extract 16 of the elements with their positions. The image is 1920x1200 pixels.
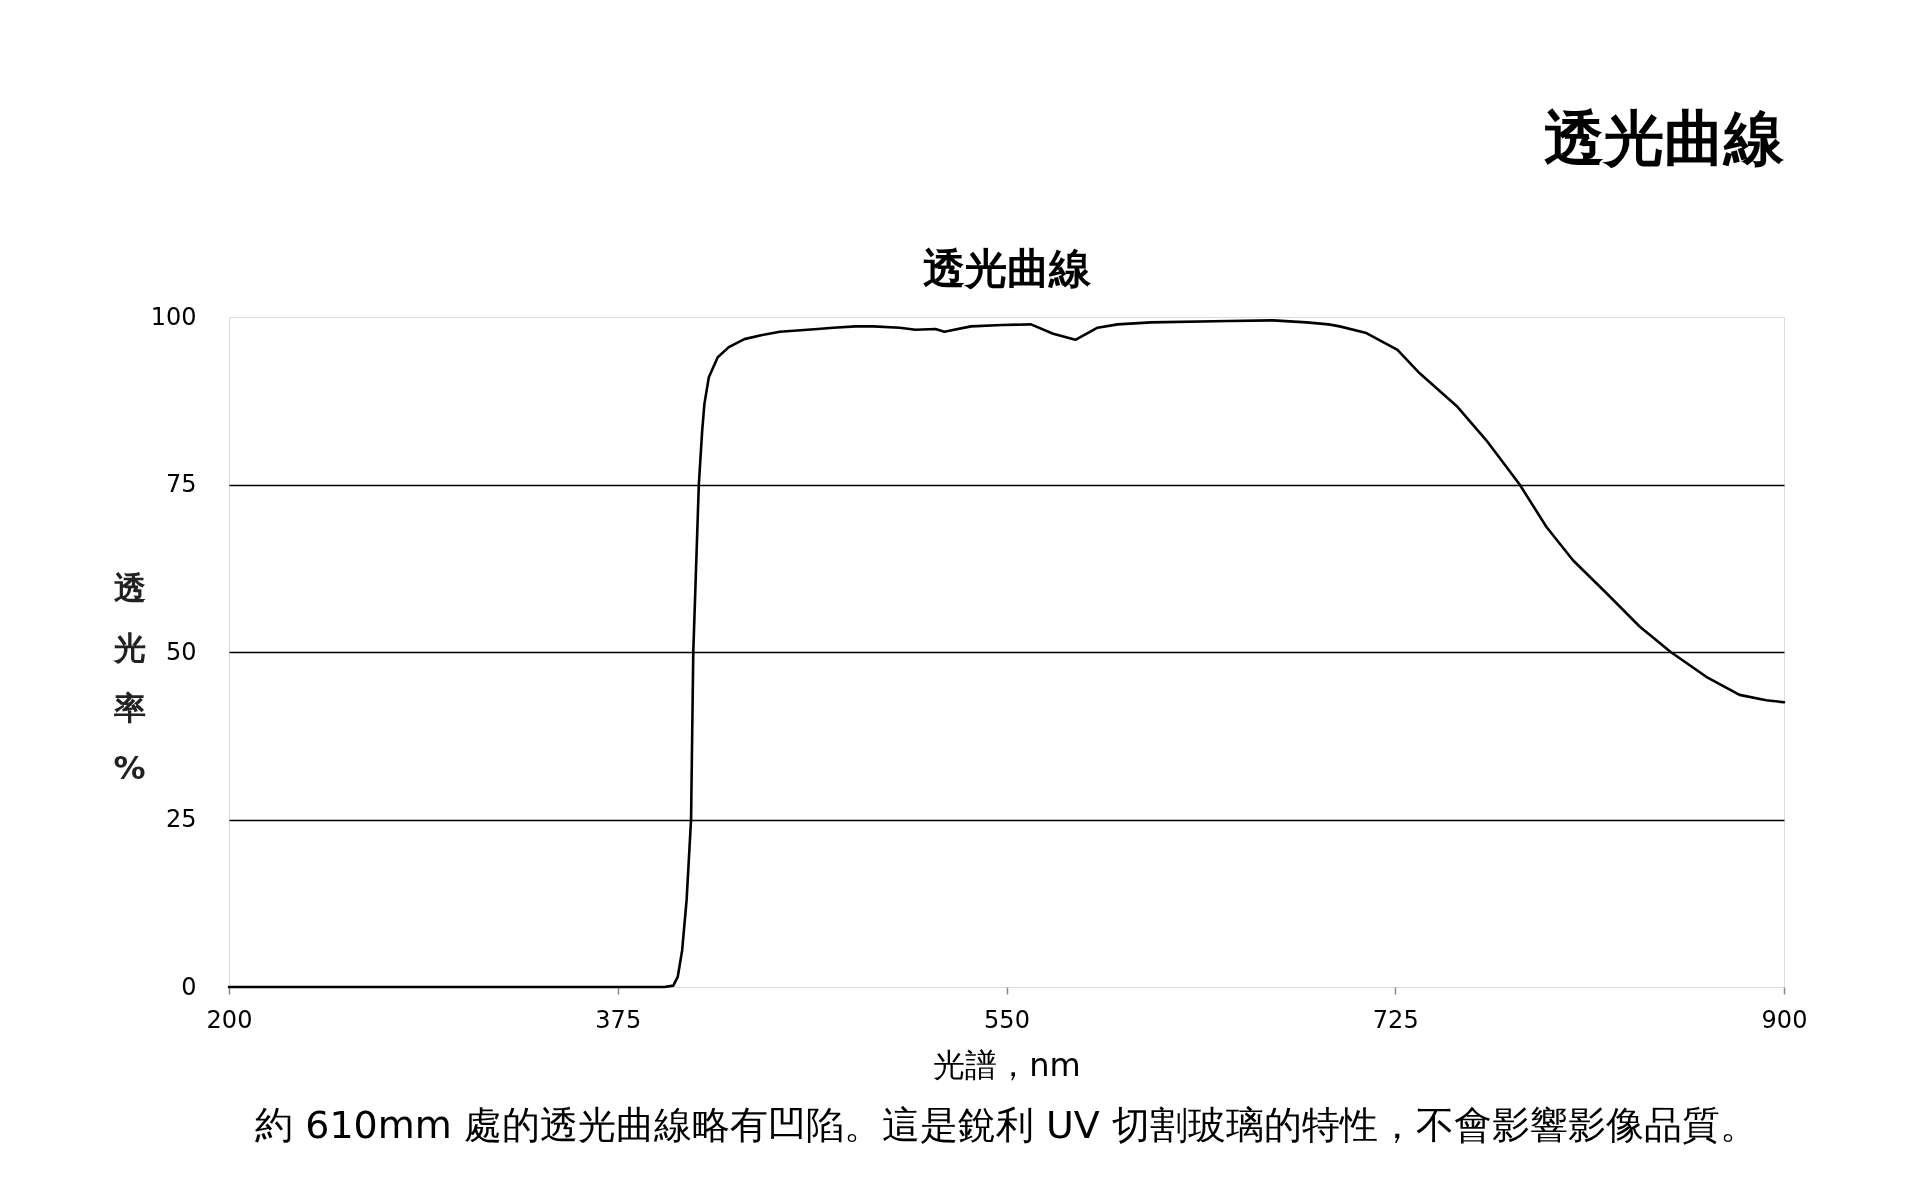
x-tick-label: 725 — [1372, 1005, 1419, 1034]
x-axis-title: 光譜，nm — [933, 1045, 1081, 1084]
y-axis-title: 透光率% — [111, 569, 146, 788]
y-tick-label: 25 — [165, 805, 197, 833]
x-tick-label: 200 — [206, 1005, 253, 1034]
x-tick-label: 375 — [595, 1005, 642, 1034]
y-tick-label: 0 — [181, 972, 197, 1001]
line-series — [227, 319, 1786, 989]
y-tick-label: 50 — [165, 637, 197, 666]
y-tick-label: 100 — [150, 302, 197, 331]
x-tick-label: 900 — [1761, 1005, 1808, 1034]
chart-title: 透光曲線 — [1544, 103, 1785, 173]
text: 約 610mm 處的透光曲線略有凹陷。這是銳利 UV 切割玻璃的特性，不會影響影像品質。 — [255, 1103, 1758, 1147]
x-tick-label: 550 — [984, 1005, 1030, 1034]
y-tick-label: 75 — [165, 470, 197, 498]
chart-subtitle: 透光曲線 — [922, 244, 1092, 293]
